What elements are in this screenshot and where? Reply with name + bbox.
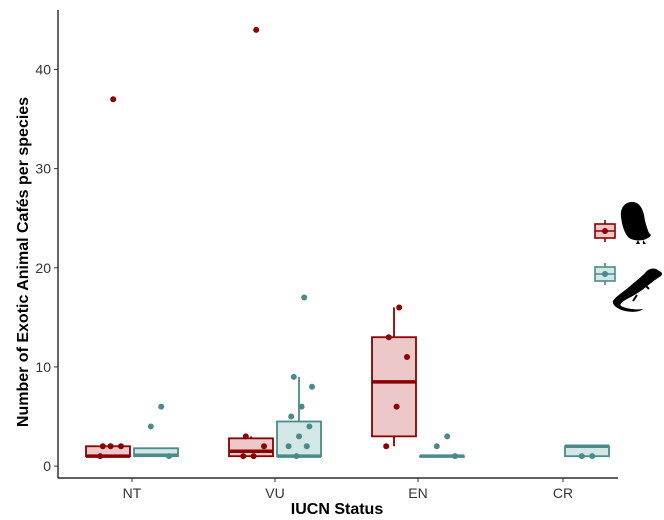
data-point [285,443,292,450]
data-point [433,443,440,450]
y-axis-title: Number of Exotic Animal Cafés per specie… [15,97,32,427]
legend-point [602,271,608,277]
data-point [393,403,400,410]
data-point [303,443,310,450]
legend-point [602,228,608,234]
chart-marks [85,26,610,460]
y-tick-label: 40 [35,61,51,77]
box-lizard-vu [276,376,322,458]
data-point [97,453,104,460]
owl-feet [636,240,646,244]
x-tick-label: CR [553,485,573,501]
data-point [290,373,297,380]
data-point [118,443,124,450]
data-point [288,413,295,420]
data-point [166,453,172,460]
box-owl-en [371,307,417,447]
data-point [444,433,451,440]
data-point [396,304,403,311]
legend-key-owl [594,220,616,242]
y-tick-label: 20 [35,260,51,276]
data-point [301,294,308,301]
lizard-icon [612,268,663,312]
data-point [589,453,596,460]
x-axis-title: IUCN Status [291,501,384,518]
data-point [261,443,267,450]
owl-icon [620,202,651,244]
data-point [306,423,313,430]
data-point [309,383,315,390]
data-point [404,354,410,361]
data-point [242,433,249,440]
data-point [250,453,257,460]
data-point [452,453,458,460]
y-tick-label: 0 [43,458,51,474]
x-tick-label: VU [265,485,284,501]
legend-key-lizard [594,263,616,285]
y-tick-label: 30 [35,161,51,177]
data-point [578,453,585,460]
axes: 0 10 20 30 40 NT VU EN CR [35,10,618,501]
data-point [107,443,114,450]
x-tick-label: EN [408,485,427,501]
data-point [298,403,305,410]
data-point [385,334,392,341]
data-point [296,433,302,440]
data-point [383,443,390,450]
data-point [110,96,117,103]
data-point [240,453,247,460]
owl-body [620,202,651,241]
legend [594,202,663,312]
box-body [371,336,417,438]
x-tick-label: NT [123,485,142,501]
lizard-legs [626,282,650,302]
data-point [293,453,300,460]
box-lizard-cr [564,444,610,458]
y-tick-label: 10 [35,359,51,375]
data-point [147,423,154,430]
lizard-body [612,268,663,312]
data-point [99,443,106,450]
data-point [253,26,260,33]
data-point [158,403,165,410]
